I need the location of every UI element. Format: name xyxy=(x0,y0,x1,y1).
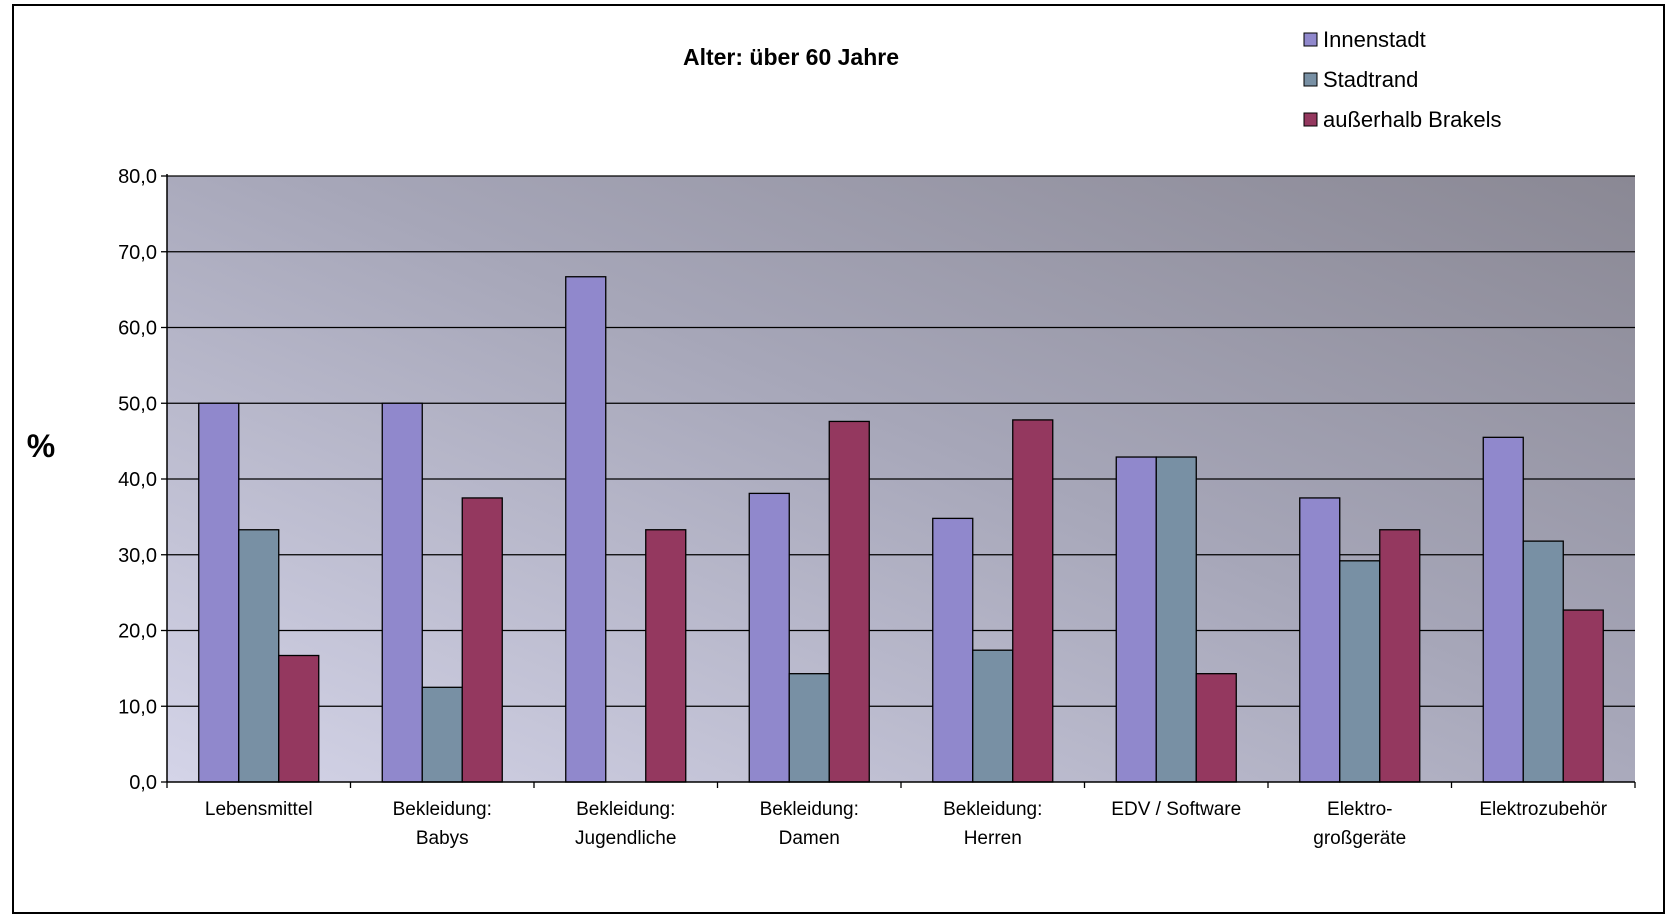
y-tick-label: 30,0 xyxy=(118,545,157,567)
x-category-label: Elektro-großgeräte xyxy=(1313,799,1406,849)
y-tick-label: 10,0 xyxy=(118,696,157,718)
bar xyxy=(1379,529,1421,783)
x-category-label: Bekleidung: Herren xyxy=(943,799,1042,849)
bar xyxy=(1012,419,1054,783)
bar xyxy=(1562,609,1604,783)
legend-label: außerhalb Brakels xyxy=(1323,107,1502,132)
bar xyxy=(788,673,830,783)
bar xyxy=(932,517,974,783)
bar xyxy=(1339,560,1381,783)
x-category-label: Bekleidung: Babys xyxy=(393,799,492,849)
bar xyxy=(1482,436,1524,783)
chart-title: Alter: über 60 Jahre xyxy=(683,44,899,70)
bar xyxy=(1522,540,1564,783)
legend: Innenstadt Stadtrand außerhalb Brakels xyxy=(1303,27,1502,132)
y-tick-label: 70,0 xyxy=(118,242,157,264)
bar xyxy=(1115,456,1157,783)
y-tick-label: 60,0 xyxy=(118,318,157,340)
bars xyxy=(198,276,1604,783)
y-tick-label: 20,0 xyxy=(118,621,157,643)
legend-swatch xyxy=(1303,32,1318,47)
y-axis-label: % xyxy=(27,428,55,464)
y-tick-label: 40,0 xyxy=(118,469,157,491)
y-tick-label: 0,0 xyxy=(129,772,157,794)
bar xyxy=(381,402,423,783)
bar xyxy=(1155,456,1197,783)
x-category-label: Lebensmittel xyxy=(205,799,313,820)
legend-label: Stadtrand xyxy=(1323,67,1418,92)
bar xyxy=(972,649,1014,783)
y-tick-label: 80,0 xyxy=(118,166,157,188)
x-category-label: EDV / Software xyxy=(1111,799,1241,820)
bar xyxy=(278,654,320,783)
bar-chart: 0,0 10,0 20,0 30,0 40,0 50,0 60,0 70,0 80,0 Lebe… xyxy=(27,27,1636,849)
x-category-label: Bekleidung: Damen xyxy=(760,799,859,849)
bar xyxy=(645,529,687,783)
bar xyxy=(461,497,503,783)
x-category-label: Elektrozubehör xyxy=(1479,799,1607,820)
bar xyxy=(198,402,240,783)
bar xyxy=(238,529,280,783)
bar xyxy=(748,492,790,783)
legend-swatch xyxy=(1303,72,1318,87)
legend-swatch xyxy=(1303,112,1318,127)
bar xyxy=(421,686,463,783)
bar xyxy=(828,420,870,783)
chart-frame: 0,0 10,0 20,0 30,0 40,0 50,0 60,0 70,0 80,0 Lebe… xyxy=(12,4,1665,914)
bar xyxy=(1299,497,1341,783)
x-category-labels: Lebensmittel Bekleidung: Babys Bekleidung: J… xyxy=(205,799,1608,849)
y-tick-label: 50,0 xyxy=(118,393,157,415)
bar xyxy=(1195,673,1237,783)
bar xyxy=(565,276,607,783)
y-tick-labels: 0,0 10,0 20,0 30,0 40,0 50,0 60,0 70,0 80,0 xyxy=(118,166,157,794)
legend-label: Innenstadt xyxy=(1323,27,1426,52)
axes xyxy=(161,174,1636,788)
x-category-label: Bekleidung: Jugendliche xyxy=(575,799,676,849)
